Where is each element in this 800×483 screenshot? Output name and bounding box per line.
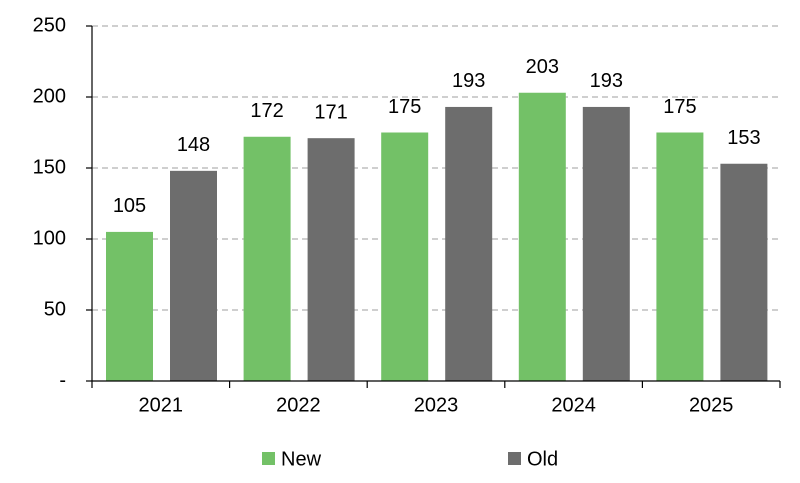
legend-label: Old	[527, 448, 558, 470]
data-label: 193	[452, 70, 485, 92]
bar	[720, 163, 768, 381]
bar	[307, 138, 355, 381]
y-tick-label: 50	[44, 298, 66, 320]
x-tick-label: 2024	[551, 394, 596, 416]
y-tick-label: 250	[33, 14, 66, 36]
legend-label: New	[281, 448, 322, 470]
y-tick-label: -	[59, 369, 66, 391]
x-tick-label: 2022	[276, 394, 321, 416]
bar	[656, 132, 704, 381]
data-label: 105	[113, 195, 146, 217]
bar	[518, 92, 566, 382]
bar	[243, 136, 291, 381]
x-tick-label: 2025	[689, 394, 734, 416]
data-label: 148	[177, 134, 210, 156]
data-label: 171	[314, 101, 347, 123]
bar	[381, 132, 429, 381]
x-tick-label: 2023	[414, 394, 459, 416]
y-tick-label: 150	[33, 156, 66, 178]
legend-swatch	[262, 452, 275, 465]
data-label: 175	[663, 96, 696, 118]
y-tick-label: 200	[33, 85, 66, 107]
bar	[170, 170, 217, 381]
data-label: 203	[526, 56, 559, 78]
data-label: 153	[727, 127, 760, 149]
bar	[106, 231, 153, 381]
data-label: 193	[590, 70, 623, 92]
y-tick-label: 100	[33, 227, 66, 249]
bar	[445, 106, 493, 381]
legend-swatch	[508, 452, 521, 465]
data-label: 172	[250, 100, 283, 122]
data-label: 175	[388, 96, 421, 118]
bar	[582, 106, 630, 381]
x-tick-label: 2021	[139, 394, 184, 416]
